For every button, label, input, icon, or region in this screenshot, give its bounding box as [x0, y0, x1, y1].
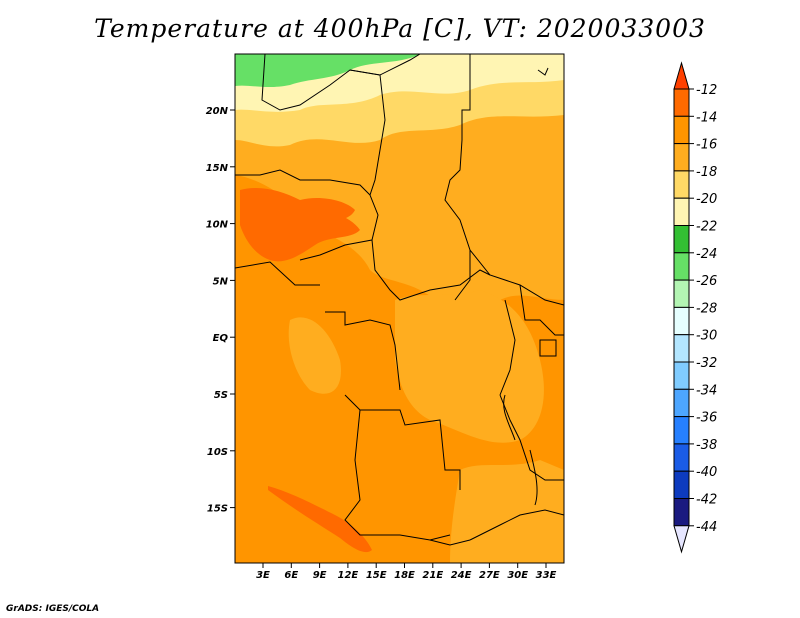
lon-tick-label: 18E [394, 570, 415, 581]
colorbar-swatch [673, 115, 690, 145]
lat-tick-label: EQ [213, 333, 229, 344]
lon-tick-label: 21E [422, 570, 443, 581]
colorbar-label: -26 [696, 274, 717, 289]
colorbar-label: -14 [696, 110, 717, 125]
lakes [503, 67, 557, 506]
colorbar-swatch [673, 416, 690, 445]
colorbar-swatch [673, 361, 690, 390]
colorbar-bottom-triangle [673, 525, 690, 554]
grads-credit: GrADS: IGES/COLA [6, 604, 100, 614]
field-band-14-west2 [300, 198, 355, 221]
colorbar-label: -42 [696, 493, 717, 508]
country-borders [235, 54, 564, 546]
field-band-18-southeast [450, 460, 564, 563]
colorbar-swatch [673, 443, 690, 472]
colorbar-swatch [673, 279, 690, 308]
longitude-axis: 3E 6E 9E 12E 15E 18E 21E 24E 27E 30E 33E [256, 563, 557, 581]
lat-tick-label: 5S [214, 390, 228, 401]
colorbar-label: -38 [696, 438, 717, 453]
lon-tick-label: 3E [256, 570, 270, 581]
colorbar-swatch [673, 225, 690, 254]
colorbar-swatch [673, 306, 690, 336]
lon-tick-label: 15E [366, 570, 387, 581]
lon-tick-label: 24E [451, 570, 472, 581]
colorbar: -12 -14 -16 -18 -20 -22 -24 -26 -28 -30 -32 -34 -36 -… [673, 61, 717, 554]
colorbar-swatch [673, 334, 690, 363]
lat-tick-label: 20N [206, 106, 229, 117]
field-band-14-west [240, 188, 360, 262]
map-frame [234, 53, 565, 564]
lat-tick-label: 10N [206, 220, 229, 231]
colorbar-label: -16 [696, 138, 717, 153]
lat-tick-label: 5N [213, 276, 229, 287]
colorbar-swatch [673, 170, 690, 199]
colorbar-label: -22 [696, 220, 717, 235]
colorbar-label: -18 [696, 165, 717, 180]
lon-tick-label: 33E [536, 570, 557, 581]
colorbar-swatch [673, 88, 690, 117]
colorbar-swatch [673, 388, 690, 418]
field-band-24 [235, 54, 420, 88]
lon-tick-label: 9E [313, 570, 327, 581]
colorbar-label: -34 [696, 383, 717, 398]
colorbar-label: -44 [696, 520, 717, 535]
colorbar-top-triangle [673, 61, 690, 90]
colorbar-label: -30 [696, 329, 717, 344]
lon-tick-label: 27E [479, 570, 500, 581]
field-band-18-east [395, 290, 544, 443]
colorbar-label: -24 [696, 247, 717, 262]
lat-tick-label: 15S [207, 504, 228, 515]
colorbar-label: -36 [696, 411, 717, 426]
lon-tick-label: 12E [338, 570, 359, 581]
lon-tick-label: 6E [284, 570, 298, 581]
colorbar-label: -28 [696, 301, 717, 316]
colorbar-swatch [673, 252, 690, 281]
colorbar-swatch [673, 143, 690, 172]
colorbar-label: -32 [696, 356, 717, 371]
colorbar-swatch [673, 470, 690, 500]
field-band-18-gulf [288, 317, 341, 394]
field-band-14-southwest [268, 486, 372, 553]
colorbar-label: -40 [696, 465, 717, 480]
latitude-axis: 20N 15N 10N 5N EQ 5S 10S 15S [206, 106, 235, 515]
lon-tick-label: 30E [507, 570, 528, 581]
colorbar-swatch [673, 498, 690, 527]
lat-tick-label: 10S [207, 447, 228, 458]
colorbar-swatch [673, 197, 690, 226]
colorbar-label: -20 [696, 192, 717, 207]
lat-tick-label: 15N [206, 163, 229, 174]
temperature-map [235, 54, 564, 563]
page-title: Temperature at 400hPa [C], VT: 202003300… [94, 14, 706, 43]
colorbar-label: -12 [696, 83, 717, 98]
